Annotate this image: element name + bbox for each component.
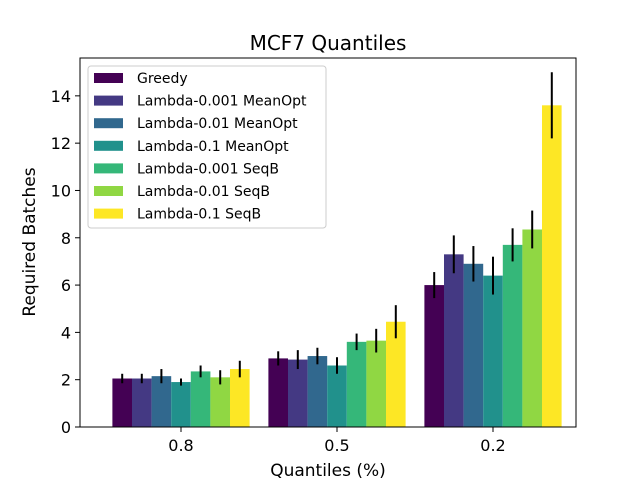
bar	[268, 358, 288, 427]
bar	[210, 377, 230, 427]
legend-swatch	[94, 140, 123, 151]
y-tick-label: 10	[51, 181, 71, 200]
y-tick-label: 4	[61, 323, 71, 342]
legend-swatch	[94, 118, 123, 129]
x-axis-label: Quantiles (%)	[270, 461, 386, 480]
legend-swatch	[94, 208, 123, 219]
bar	[386, 321, 406, 427]
bar	[151, 376, 172, 427]
chart-title: MCF7 Quantiles	[250, 31, 407, 55]
y-tick-label: 6	[61, 276, 71, 295]
bar	[112, 378, 132, 427]
bar	[366, 340, 386, 427]
bar	[424, 285, 444, 427]
legend-swatch	[94, 186, 123, 196]
y-tick-label: 2	[61, 371, 71, 390]
bar	[230, 369, 250, 427]
errorbars-group	[121, 72, 553, 386]
bars-group	[112, 105, 562, 427]
bar	[463, 263, 484, 427]
legend-label: Lambda-0.1 SeqB	[137, 207, 261, 223]
bar	[483, 275, 503, 427]
bar	[522, 229, 542, 427]
y-tick-label: 12	[51, 134, 71, 153]
bar	[307, 356, 328, 427]
y-tick-label: 8	[61, 229, 71, 248]
legend-label: Lambda-0.001 MeanOpt	[137, 94, 307, 110]
y-axis: 0 2 4 6 8 10 12 14	[51, 87, 80, 437]
x-axis: 0.8 0.5 0.2	[168, 427, 506, 455]
bar	[132, 378, 152, 427]
bar	[542, 105, 562, 427]
bar	[444, 254, 464, 427]
y-tick-label: 14	[51, 87, 71, 106]
x-tick-label: 0.8	[168, 436, 193, 455]
bar	[502, 244, 523, 427]
x-tick-label: 0.2	[480, 436, 505, 455]
bar	[288, 359, 308, 427]
legend-frame	[87, 65, 327, 229]
y-tick-label: 0	[61, 418, 71, 437]
bar	[327, 365, 347, 427]
legend-swatch	[94, 95, 123, 106]
legend-label: Lambda-0.001 SeqB	[137, 161, 279, 177]
bar	[190, 371, 211, 427]
legend-swatch	[94, 163, 123, 174]
bar	[171, 382, 191, 427]
legend-label: Lambda-0.01 SeqB	[137, 184, 270, 200]
legend-label: Lambda-0.1 MeanOpt	[137, 139, 289, 155]
legend-swatch	[94, 73, 123, 83]
y-axis-label: Required Batches	[20, 167, 40, 316]
legend-label: Greedy	[137, 71, 188, 87]
legend: Greedy Lambda-0.001 MeanOpt Lambda-0.01 Me…	[87, 65, 327, 229]
x-tick-label: 0.5	[324, 436, 349, 455]
bar	[346, 341, 367, 427]
plot-frame	[79, 57, 577, 428]
legend-label: Lambda-0.01 MeanOpt	[137, 116, 298, 132]
